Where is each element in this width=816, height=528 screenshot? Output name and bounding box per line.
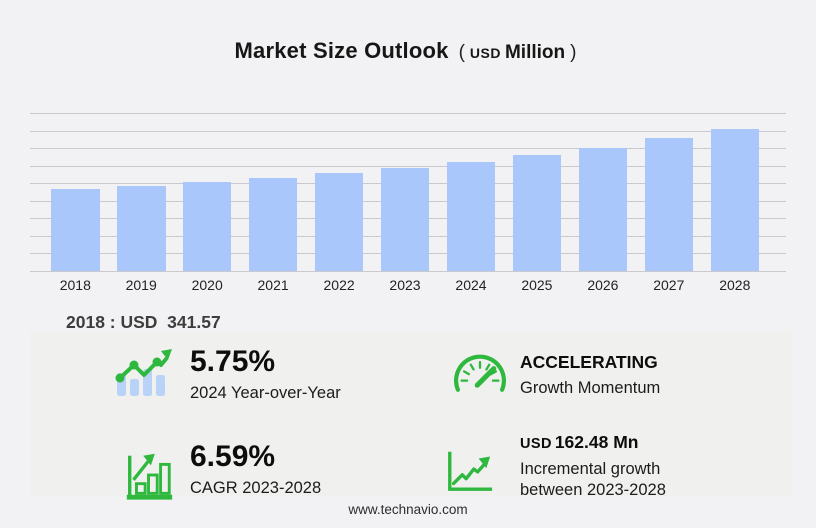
bar-2019: [117, 186, 166, 271]
gridline: [30, 271, 786, 272]
stat-yoy-value: 5.75%: [190, 345, 276, 378]
stat-momentum-value: ACCELERATING: [520, 352, 658, 372]
bar-2018: [51, 189, 100, 271]
bar-2026: [578, 148, 628, 271]
stat-incremental-currency: USD: [520, 436, 552, 452]
bar-2021: [248, 178, 298, 271]
stat-cagr: 6.59% CAGR 2023-2028: [190, 439, 321, 499]
website-url: www.technavio.com: [348, 502, 468, 517]
stat-momentum: ACCELERATING Growth Momentum: [520, 350, 660, 399]
stats-panel: 5.75% 2024 Year-over-Year ACCELERATING G…: [30, 331, 792, 500]
title-unit: Million: [504, 42, 566, 63]
x-axis-label-2024: 2024: [455, 277, 487, 293]
stat-momentum-label: Growth Momentum: [520, 379, 661, 397]
x-axis-label-2027: 2027: [653, 277, 685, 293]
stat-yoy: 5.75% 2024 Year-over-Year: [190, 344, 341, 404]
growth-bars-arrow-icon: [122, 448, 176, 507]
bar-2022: [314, 172, 364, 271]
gridline: [30, 113, 786, 114]
line-chart-arrow-icon: [442, 445, 496, 500]
x-axis-label-2018: 2018: [59, 277, 91, 293]
stat-incremental-label-line2: between 2023-2028: [520, 481, 666, 499]
x-axis-label-2025: 2025: [521, 277, 553, 293]
gridline: [30, 130, 786, 132]
x-axis-label-2022: 2022: [323, 277, 355, 293]
stat-incremental-value: USD 162.48 Mn: [520, 430, 666, 457]
stat-incremental-amount: 162.48 Mn: [554, 432, 639, 452]
title-paren-open: (: [458, 42, 465, 63]
stat-cagr-label: CAGR 2023-2028: [190, 479, 322, 497]
bar-2025: [512, 155, 562, 271]
title-currency: USD: [469, 45, 501, 61]
bar-chart-trend-icon: [114, 348, 174, 403]
x-axis-label-2028: 2028: [719, 277, 751, 293]
title-text: Market Size Outlook: [234, 38, 449, 63]
x-axis-label-2019: 2019: [125, 277, 157, 293]
x-axis-label-2020: 2020: [191, 277, 223, 293]
bar-2020: [182, 182, 232, 271]
title-paren-close: ): [570, 42, 577, 63]
bar-2024: [446, 161, 496, 271]
gridline: [30, 148, 786, 150]
page-title: Market Size Outlook ( USD Million ): [0, 38, 816, 64]
bar-2028: [710, 128, 759, 271]
base-year-annotation: 2018 : USD 341.57: [66, 312, 221, 332]
stat-yoy-label: 2024 Year-over-Year: [190, 384, 341, 402]
stat-incremental-label: Incremental growth between 2023-2028: [520, 459, 666, 501]
x-axis-label-2023: 2023: [389, 277, 421, 293]
stat-incremental-label-line1: Incremental growth: [520, 460, 661, 478]
bar-2027: [644, 138, 694, 271]
bar-2023: [380, 167, 430, 271]
gridline: [30, 165, 786, 167]
stat-incremental: USD 162.48 Mn Incremental growth between …: [520, 430, 666, 501]
stat-cagr-value: 6.59%: [190, 440, 276, 473]
speedometer-icon: [448, 353, 512, 404]
x-axis-label-2021: 2021: [257, 277, 289, 293]
x-axis-label-2026: 2026: [587, 277, 619, 293]
bar-chart-plot: [30, 113, 786, 272]
x-axis-labels: 2018 2019 2020 2021 2022 2023 2024 2025 2026 2027…: [30, 277, 786, 295]
